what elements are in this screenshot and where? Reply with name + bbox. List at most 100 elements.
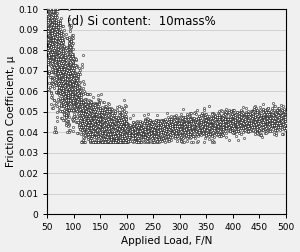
Point (94, 124, 99, 128)
Point (122, 140, 127, 144)
Point (92, 127, 97, 131)
Point (180, 137, 184, 141)
Point (247, 128, 252, 132)
Point (76, 81, 81, 85)
Point (114, 140, 119, 144)
Point (104, 126, 109, 130)
Point (75, 76, 80, 80)
Point (100, 119, 105, 123)
Point (242, 113, 247, 117)
Point (278, 109, 282, 113)
Point (124, 104, 129, 108)
Point (49, 33, 54, 37)
Point (102, 140, 106, 144)
Point (184, 120, 189, 124)
Point (85, 92, 89, 96)
Point (228, 123, 232, 127)
Point (51, 56, 56, 60)
Point (69, 66, 74, 70)
Point (64, 94, 68, 98)
Point (281, 111, 286, 115)
Point (210, 121, 214, 125)
Point (267, 129, 272, 133)
Point (239, 121, 244, 125)
Point (140, 135, 144, 139)
Point (63, 94, 68, 99)
Point (273, 128, 278, 132)
Point (236, 119, 241, 123)
Point (147, 118, 152, 122)
Point (91, 119, 96, 123)
Point (84, 134, 89, 138)
Point (260, 107, 265, 111)
Point (206, 116, 211, 120)
Point (87, 110, 92, 114)
Point (270, 125, 274, 129)
Point (110, 116, 115, 120)
Point (96, 121, 100, 125)
Point (195, 128, 200, 132)
Point (182, 132, 187, 136)
Point (262, 117, 266, 121)
Point (94, 101, 99, 105)
Point (70, 65, 74, 69)
Point (203, 117, 208, 121)
Point (68, 45, 73, 49)
Point (151, 120, 156, 124)
Point (272, 120, 277, 124)
Point (132, 122, 136, 127)
Point (201, 130, 206, 134)
Point (107, 138, 112, 142)
Point (248, 128, 253, 132)
Point (152, 123, 156, 127)
Point (145, 120, 150, 124)
Point (252, 113, 257, 117)
Point (103, 122, 108, 127)
Point (123, 116, 128, 120)
Point (99, 140, 104, 144)
Point (155, 129, 160, 133)
Point (58, 83, 63, 87)
Point (132, 136, 137, 140)
Point (112, 116, 117, 120)
Point (69, 65, 74, 69)
Point (82, 105, 86, 109)
Point (80, 79, 85, 83)
Point (95, 135, 100, 139)
Point (119, 138, 124, 142)
Point (66, 99, 70, 103)
Point (226, 124, 230, 128)
Point (66, 91, 70, 96)
Point (134, 140, 139, 144)
Point (248, 129, 253, 133)
Point (268, 110, 272, 114)
Point (190, 119, 195, 123)
Point (268, 121, 272, 125)
Point (156, 121, 161, 125)
Point (57, 52, 62, 56)
Point (56, 67, 61, 71)
Point (48, 7, 52, 11)
Point (119, 130, 124, 134)
Point (77, 123, 82, 127)
Point (90, 128, 94, 132)
Point (53, 80, 58, 84)
Point (86, 117, 91, 121)
Point (181, 135, 186, 139)
Point (69, 90, 74, 94)
Point (269, 112, 274, 116)
Point (64, 76, 69, 80)
Point (187, 116, 192, 120)
Point (169, 121, 174, 125)
Point (67, 40, 72, 44)
Point (64, 80, 69, 84)
Point (257, 113, 262, 117)
Point (150, 127, 155, 131)
Point (111, 129, 116, 133)
Point (49, 7, 54, 11)
Point (150, 137, 155, 141)
Point (71, 54, 76, 58)
Point (52, 10, 57, 14)
Point (187, 135, 192, 139)
Point (208, 129, 212, 133)
